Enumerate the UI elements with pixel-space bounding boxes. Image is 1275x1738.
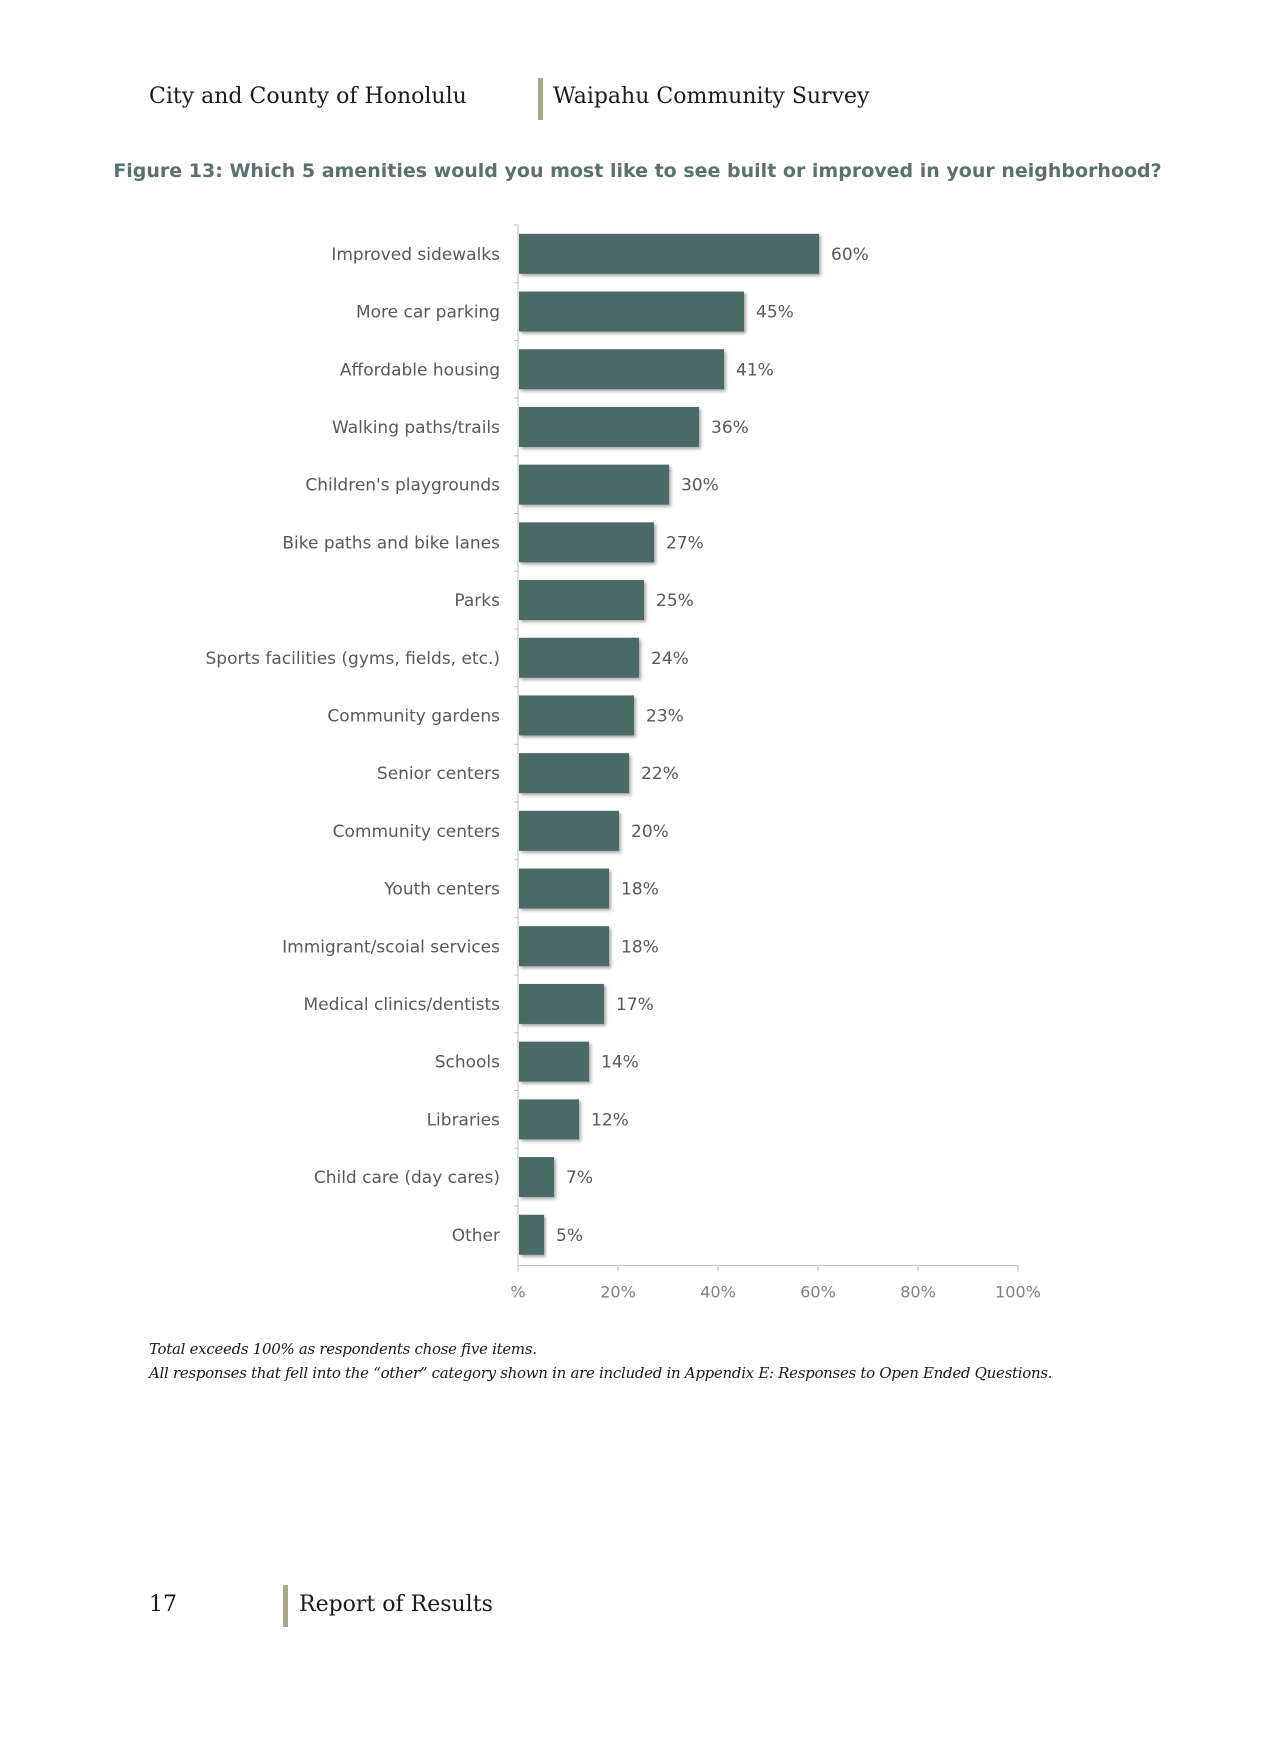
category-label-13: Medical clinics/dentists: [303, 995, 500, 1015]
bar-0: [519, 233, 819, 274]
category-label-4: Children's playgrounds: [305, 476, 500, 496]
category-label-9: Senior centers: [377, 764, 500, 784]
value-label-7: 24%: [651, 649, 689, 669]
bar-1: [519, 291, 744, 332]
page-number: 17: [149, 1592, 177, 1617]
category-label-6: Parks: [454, 591, 500, 611]
value-label-0: 60%: [831, 245, 869, 265]
category-label-2: Affordable housing: [340, 360, 500, 380]
category-label-17: Other: [452, 1226, 500, 1246]
header-org-name: City and County of Honolulu: [149, 84, 467, 109]
value-label-10: 20%: [631, 822, 669, 842]
category-label-1: More car parking: [356, 303, 500, 323]
bar-8: [519, 695, 634, 736]
value-label-1: 45%: [756, 303, 794, 323]
category-label-0: Improved sidewalks: [331, 245, 500, 265]
bar-2: [519, 349, 724, 390]
category-label-11: Youth centers: [383, 880, 500, 900]
header-report-name: Waipahu Community Survey: [553, 84, 870, 109]
category-label-8: Community gardens: [327, 706, 500, 726]
bar-chart: Improved sidewalks 60% More car parking 45%…: [206, 224, 1041, 1302]
bar-6: [519, 580, 644, 621]
value-label-6: 25%: [656, 591, 694, 611]
bar-14: [519, 1041, 589, 1082]
x-tick-label-5: 100%: [995, 1283, 1041, 1302]
value-label-15: 12%: [591, 1110, 629, 1130]
bar-4: [519, 464, 669, 505]
x-tick-label-2: 40%: [700, 1283, 736, 1302]
figure-title: Figure 13: Which 5 amenities would you m…: [113, 160, 1162, 182]
bar-5: [519, 522, 654, 563]
note-total-exceeds: Total exceeds 100% as respondents chose …: [149, 1340, 537, 1358]
value-label-8: 23%: [646, 706, 684, 726]
value-label-3: 36%: [711, 418, 749, 438]
category-label-14: Schools: [435, 1053, 500, 1073]
header-divider: [538, 78, 543, 120]
axis-layer: Improved sidewalks 60% More car parking 45%…: [206, 224, 1041, 1302]
bar-13: [519, 983, 604, 1024]
bars-layer: [519, 233, 819, 1255]
value-label-17: 5%: [556, 1226, 583, 1246]
bar-16: [519, 1157, 554, 1198]
value-label-12: 18%: [621, 937, 659, 957]
x-tick-label-4: 80%: [900, 1283, 936, 1302]
category-label-5: Bike paths and bike lanes: [282, 533, 500, 553]
value-label-14: 14%: [601, 1053, 639, 1073]
bar-12: [519, 926, 609, 967]
footer-divider: [283, 1585, 288, 1627]
bar-3: [519, 406, 699, 447]
value-label-9: 22%: [641, 764, 679, 784]
x-tick-label-3: 60%: [800, 1283, 836, 1302]
value-label-11: 18%: [621, 880, 659, 900]
x-tick-label-1: 20%: [600, 1283, 636, 1302]
value-label-13: 17%: [616, 995, 654, 1015]
category-label-15: Libraries: [427, 1110, 501, 1130]
value-label-2: 41%: [736, 360, 774, 380]
x-tick-label-0: %: [510, 1283, 525, 1302]
footer-report-title: Report of Results: [299, 1592, 493, 1617]
value-label-5: 27%: [666, 533, 704, 553]
category-label-12: Immigrant/scoial services: [282, 937, 500, 957]
category-label-10: Community centers: [333, 822, 500, 842]
value-label-4: 30%: [681, 476, 719, 496]
bar-9: [519, 753, 629, 794]
note-other-responses: All responses that fell into the “other”…: [149, 1364, 1053, 1382]
category-label-7: Sports facilities (gyms, fields, etc.): [206, 649, 501, 669]
bar-11: [519, 868, 609, 909]
bar-17: [519, 1214, 544, 1255]
figure-notes: Total exceeds 100% as respondents chose …: [149, 1337, 1053, 1385]
bar-15: [519, 1099, 579, 1140]
category-label-3: Walking paths/trails: [332, 418, 500, 438]
value-label-16: 7%: [566, 1168, 593, 1188]
bar-7: [519, 637, 639, 678]
category-label-16: Child care (day cares): [314, 1168, 500, 1188]
bar-10: [519, 810, 619, 851]
